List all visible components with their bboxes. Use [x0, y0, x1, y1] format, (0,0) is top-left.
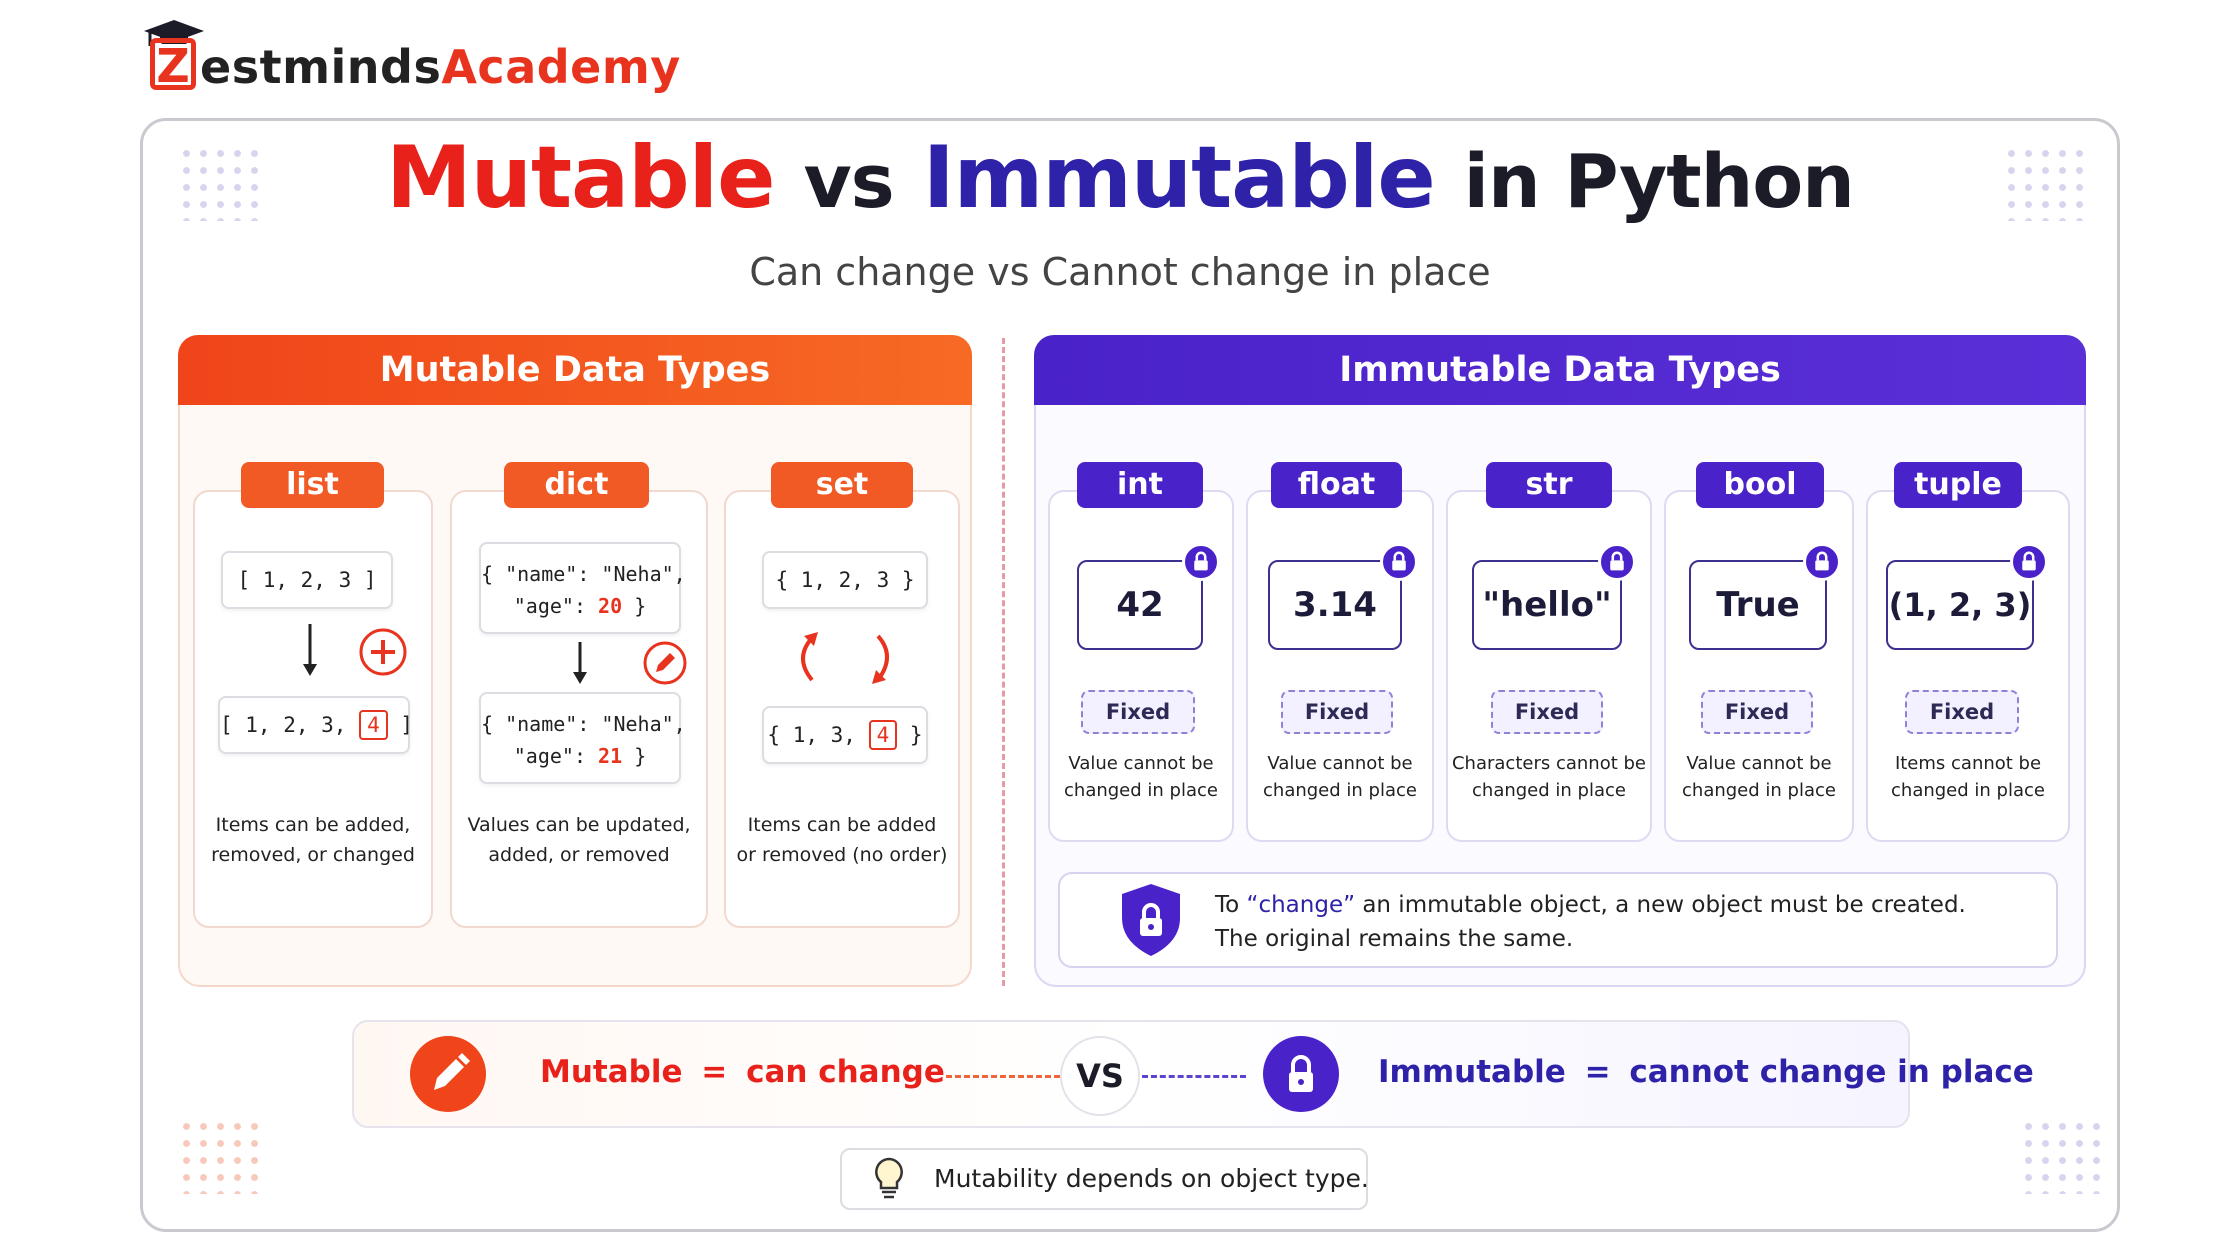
set-tag: set — [771, 462, 913, 508]
down-arrow-icon — [303, 624, 317, 676]
dict-tag: dict — [504, 462, 649, 508]
cycle-arrows-icon — [801, 632, 889, 684]
decorative-dots — [2003, 145, 2087, 221]
set-description: Items can be added or removed (no order) — [736, 814, 948, 866]
logo-wordmark: estmindsAcademy — [200, 40, 681, 94]
bool-description: Value cannot be changed in place — [1682, 753, 1836, 801]
str-value-box: "hello" — [1472, 560, 1622, 650]
bool-tag: bool — [1696, 462, 1824, 508]
lock-icon — [1380, 543, 1418, 581]
pencil-icon — [643, 641, 687, 685]
tuple-description: Items cannot be changed in place — [1891, 753, 2045, 801]
academy-logo: Z estmindsAcademy — [138, 18, 698, 98]
fixed-badge: Fixed — [1281, 690, 1393, 734]
decorative-dots — [2020, 1118, 2104, 1194]
dashed-connector — [1142, 1075, 1246, 1078]
tuple-tag: tuple — [1894, 462, 2022, 508]
fixed-badge: Fixed — [1905, 690, 2019, 734]
dict-before-code: { "name": "Neha", "age": 20 } — [479, 542, 686, 634]
str-description: Characters cannot be changed in place — [1451, 753, 1646, 801]
lock-icon — [1598, 543, 1636, 581]
plus-icon — [359, 628, 407, 676]
dict-description: Values can be updated, added, or removed — [467, 814, 691, 866]
list-before-code: [ 1, 2, 3 ] — [221, 551, 393, 609]
bool-value-box: True — [1689, 560, 1827, 650]
lightbulb-icon — [875, 1157, 903, 1199]
set-before-code: { 1, 2, 3 } — [762, 551, 928, 609]
list-description: Items can be added, removed, or changed — [211, 814, 415, 866]
mutable-definition: Mutable = can change — [540, 1054, 945, 1090]
int-tag: int — [1077, 462, 1203, 508]
page-subtitle: Can change vs Cannot change in place — [749, 250, 1491, 294]
down-arrow-icon — [573, 642, 587, 684]
fixed-badge: Fixed — [1081, 690, 1195, 734]
set-after-code: { 1, 3, 4 } — [762, 706, 928, 764]
vs-badge: VS — [1060, 1036, 1140, 1116]
tip-box — [840, 1148, 1368, 1210]
lock-icon — [1182, 543, 1220, 581]
page-title: Mutable vs Immutable in Python — [386, 128, 1855, 228]
str-tag: str — [1486, 462, 1612, 508]
lock-icon — [1289, 1055, 1313, 1092]
list-tag: list — [241, 462, 384, 508]
int-value-box: 42 — [1077, 560, 1203, 650]
fixed-badge: Fixed — [1701, 690, 1813, 734]
dict-after-code: { "name": "Neha", "age": 21 } — [479, 692, 686, 784]
pencil-icon — [434, 1053, 470, 1090]
immutable-definition: Immutable = cannot change in place — [1378, 1054, 2034, 1090]
list-after-code: [ 1, 2, 3, 4 ] — [218, 696, 413, 754]
float-value-box: 3.14 — [1268, 560, 1402, 650]
immutable-note — [1058, 872, 2058, 968]
immutable-panel-header: Immutable Data Types — [1034, 335, 2086, 405]
lock-icon — [2010, 543, 2048, 581]
decorative-dots — [178, 145, 262, 221]
decorative-dots — [178, 1118, 262, 1194]
dashed-connector — [946, 1075, 1060, 1078]
float-tag: float — [1271, 462, 1402, 508]
tuple-value-box: (1, 2, 3) — [1886, 560, 2034, 650]
shield-lock-icon — [1122, 884, 1180, 956]
float-description: Value cannot be changed in place — [1263, 753, 1417, 801]
fixed-badge: Fixed — [1491, 690, 1603, 734]
int-description: Value cannot be changed in place — [1064, 753, 1218, 801]
logo-z-mark: Z — [150, 38, 196, 93]
mutable-panel-header: Mutable Data Types — [178, 335, 972, 405]
tip-text: Mutability depends on object type. — [934, 1164, 1369, 1193]
panel-divider — [1002, 338, 1005, 986]
note-text: To “change” an immutable object, a new o… — [1215, 892, 1966, 952]
lock-icon — [1803, 543, 1841, 581]
